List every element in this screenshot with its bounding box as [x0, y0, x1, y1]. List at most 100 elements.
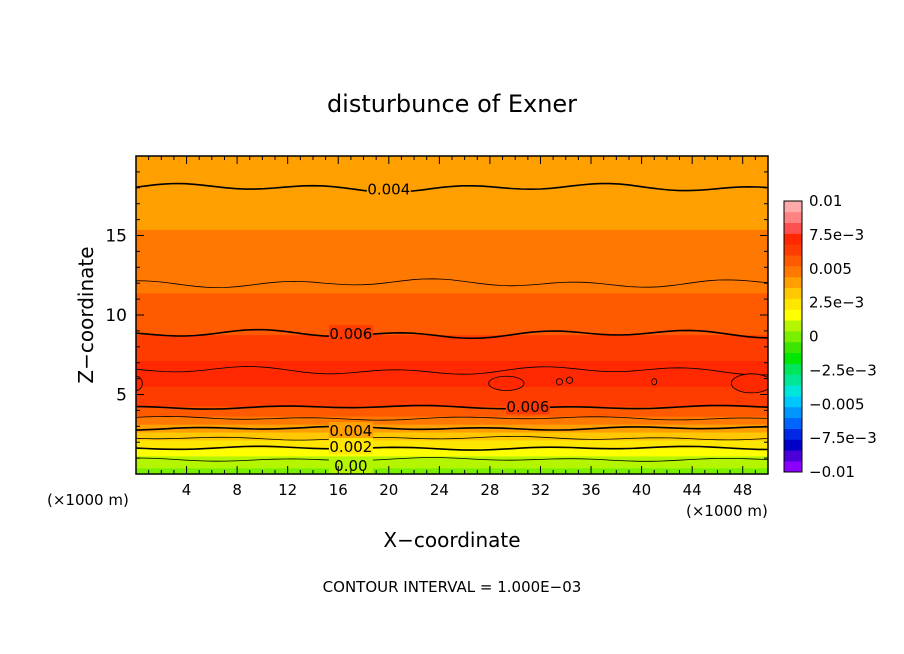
contour-line	[136, 366, 768, 376]
colorbar-swatch	[784, 233, 802, 245]
contour-label-bg	[366, 180, 411, 197]
contour-band	[136, 179, 768, 183]
x-tick-label: 44	[683, 481, 702, 499]
contour-band	[136, 455, 768, 459]
colorbar-swatch	[784, 287, 802, 299]
contour-band	[136, 340, 768, 344]
contour-band	[136, 284, 768, 288]
contour-band	[136, 453, 768, 457]
contour-band	[136, 292, 768, 296]
colorbar-label: −0.01	[809, 463, 855, 481]
contour-band	[136, 175, 768, 179]
contour-band	[136, 320, 768, 324]
colorbar-swatch	[784, 439, 802, 451]
contour-band	[136, 300, 768, 304]
contour-band	[136, 229, 768, 232]
contour-band	[136, 282, 768, 286]
x-tick-label: 12	[278, 481, 297, 499]
contour-band	[136, 312, 768, 316]
contour-band	[136, 213, 768, 216]
contour-band	[136, 163, 768, 167]
contour-band	[136, 270, 768, 274]
contour-band	[136, 404, 768, 407]
x-tick-label: 32	[531, 481, 550, 499]
contour-band	[136, 350, 768, 354]
colorbar-swatch	[784, 298, 802, 310]
contour-label: 0.004	[329, 422, 372, 440]
contour-band	[136, 414, 768, 417]
contour-band	[136, 354, 768, 358]
contour-band	[136, 159, 768, 163]
x-tick-label: 8	[232, 481, 242, 499]
x-tick-label: 40	[632, 481, 651, 499]
contour-label: 0.006	[506, 398, 549, 416]
contour-band	[136, 370, 768, 373]
contour-band	[136, 272, 768, 276]
contour-label: 0.00	[334, 457, 367, 475]
contour-band	[136, 431, 768, 435]
colorbar-swatch	[784, 255, 802, 267]
x-tick-label: 24	[430, 481, 449, 499]
contour-band	[136, 398, 768, 401]
contour-band	[136, 342, 768, 346]
colorbar-swatch	[784, 331, 802, 343]
contour-band	[136, 304, 768, 308]
contour-band	[136, 195, 768, 199]
contour-band	[136, 445, 768, 449]
contour-band	[136, 193, 768, 197]
x-tick-label: 48	[733, 481, 752, 499]
x-tick-label: 28	[480, 481, 499, 499]
colorbar-label: 0.005	[809, 260, 852, 278]
chart-title: disturbunce of Exner	[327, 90, 577, 118]
contour-band	[136, 394, 768, 397]
contour-band	[136, 245, 768, 248]
contour-line	[136, 436, 768, 441]
y-axis-label: Z−coordinate	[74, 246, 98, 383]
contour-band	[136, 286, 768, 290]
contour-band	[136, 265, 768, 268]
contour-line	[136, 425, 768, 431]
colorbar-swatch	[784, 406, 802, 419]
contour-band	[136, 388, 768, 391]
y-tick-label: 15	[105, 227, 127, 247]
contour-band	[136, 302, 768, 306]
colorbar-swatch	[784, 244, 802, 256]
contour-band	[136, 161, 768, 165]
contour-band	[136, 217, 768, 220]
colorbar-swatch	[784, 309, 802, 321]
contour-band	[136, 390, 768, 393]
contour-band	[136, 257, 768, 260]
contour-band	[136, 326, 768, 330]
colorbar-swatch	[784, 352, 802, 364]
contour-band	[136, 412, 768, 415]
y-tick-label: 5	[116, 386, 127, 406]
contour-band	[136, 223, 768, 226]
contour-band	[136, 191, 768, 195]
colorbar-label: 2.5e−3	[809, 294, 864, 312]
colorbar-label: −0.005	[809, 395, 865, 413]
contour-band	[136, 330, 768, 334]
contour-band	[136, 253, 768, 256]
colorbar-frame	[783, 200, 803, 473]
contour-label: 0.006	[329, 325, 372, 343]
colorbar-swatch	[784, 320, 802, 332]
contour-label-bg	[505, 398, 550, 415]
x-unit-right: (×1000 m)	[686, 502, 768, 520]
contour-band	[136, 241, 768, 244]
colorbar-swatch	[784, 211, 802, 223]
contour-band	[136, 249, 768, 252]
contour-band	[136, 263, 768, 266]
contour-band	[136, 167, 768, 171]
contour-line	[136, 404, 768, 410]
contour-line	[136, 182, 768, 194]
x-unit-left: (×1000 m)	[47, 491, 129, 509]
contour-band	[136, 459, 768, 463]
colorbar-swatch	[784, 374, 802, 386]
contour-label: 0.002	[329, 438, 372, 456]
contour-band	[136, 255, 768, 258]
contour-band	[136, 197, 768, 201]
contour-band	[136, 171, 768, 175]
contour-band	[136, 189, 768, 193]
